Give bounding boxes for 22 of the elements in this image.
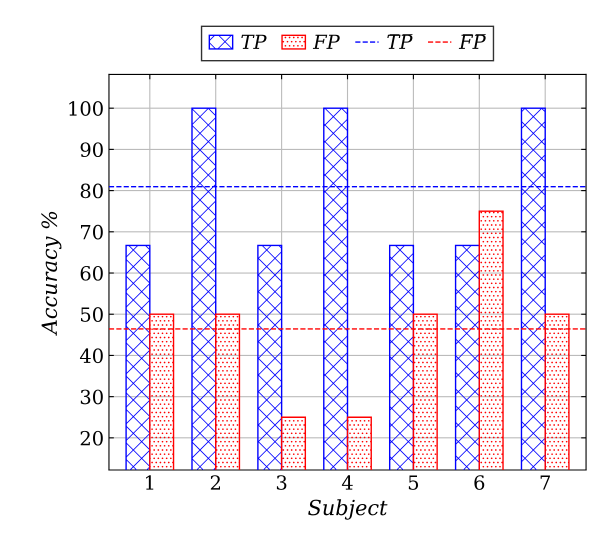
x-tick-label: 1 xyxy=(146,475,154,490)
y-tick-label: 90 xyxy=(80,142,103,158)
x-axis-title: Subject xyxy=(308,499,388,520)
y-tick-label: 100 xyxy=(69,101,103,116)
y-tick-label: 50 xyxy=(81,307,103,322)
x-tick-label: 7 xyxy=(540,475,550,490)
y-tick-label: 80 xyxy=(80,184,103,198)
x-tick-label: 2 xyxy=(210,475,220,490)
legend-label: FP xyxy=(312,34,340,49)
legend-label: T̅P̅ xyxy=(387,34,412,49)
x-tick-label: 5 xyxy=(408,475,418,490)
y-tick-label: 60 xyxy=(80,266,103,281)
y-tick-label: 20 xyxy=(80,430,103,446)
y-tick-label: 40 xyxy=(80,348,103,364)
legend-label: TP xyxy=(241,34,266,49)
y-tick-label: 70 xyxy=(80,224,103,240)
y-tick-label: 30 xyxy=(80,390,103,404)
x-tick-label: 6 xyxy=(474,475,484,490)
y-axis-title: Accuracy % xyxy=(41,212,62,336)
legend-label: F̅P̅ xyxy=(458,34,486,49)
x-tick-label: 3 xyxy=(276,475,286,490)
x-tick-label: 4 xyxy=(342,475,353,490)
